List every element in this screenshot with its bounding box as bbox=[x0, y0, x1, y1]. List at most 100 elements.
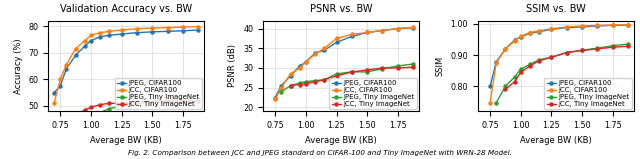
JPEG, Tiny ImageNet bbox=[624, 43, 632, 45]
JCC, CIFAR100 bbox=[311, 53, 319, 55]
JPEG, Tiny ImageNet bbox=[81, 118, 88, 120]
JCC, CIFAR100 bbox=[609, 24, 616, 26]
JPEG, CIFAR100 bbox=[179, 30, 187, 32]
JPEG, Tiny ImageNet bbox=[133, 102, 141, 104]
JPEG, CIFAR100 bbox=[579, 26, 586, 28]
JPEG, Tiny ImageNet bbox=[517, 68, 525, 70]
JPEG, Tiny ImageNet bbox=[609, 45, 616, 47]
JPEG, Tiny ImageNet bbox=[96, 112, 104, 114]
JPEG, CIFAR100 bbox=[106, 34, 113, 36]
JPEG, Tiny ImageNet bbox=[410, 63, 417, 65]
JPEG, CIFAR100 bbox=[118, 33, 125, 35]
JPEG, CIFAR100 bbox=[563, 27, 571, 28]
JCC, CIFAR100 bbox=[321, 47, 328, 49]
JPEG, Tiny ImageNet bbox=[164, 100, 172, 102]
JCC, CIFAR100 bbox=[517, 35, 525, 37]
JPEG, Tiny ImageNet bbox=[379, 68, 387, 70]
JPEG, CIFAR100 bbox=[548, 28, 556, 30]
JPEG, CIFAR100 bbox=[87, 40, 95, 42]
JCC, Tiny ImageNet bbox=[410, 66, 417, 68]
JCC, CIFAR100 bbox=[624, 24, 632, 26]
JCC, Tiny ImageNet bbox=[321, 79, 328, 81]
JCC, Tiny ImageNet bbox=[164, 100, 172, 102]
JPEG, Tiny ImageNet bbox=[548, 56, 556, 58]
JPEG, Tiny ImageNet bbox=[593, 47, 601, 49]
JCC, CIFAR100 bbox=[179, 26, 187, 28]
JCC, Tiny ImageNet bbox=[502, 88, 509, 90]
JCC, Tiny ImageNet bbox=[118, 102, 125, 104]
JPEG, Tiny ImageNet bbox=[364, 71, 371, 73]
JCC, CIFAR100 bbox=[348, 34, 356, 35]
JCC, CIFAR100 bbox=[535, 30, 543, 32]
JCC, CIFAR100 bbox=[278, 87, 285, 89]
JCC, Tiny ImageNet bbox=[526, 65, 534, 67]
JCC, CIFAR100 bbox=[164, 27, 172, 29]
Text: Fig. 2. Comparison between JCC and JPEG standard on CIFAR-100 and Tiny ImageNet : Fig. 2. Comparison between JCC and JPEG … bbox=[128, 150, 512, 156]
JPEG, CIFAR100 bbox=[593, 25, 601, 27]
Line: JPEG, CIFAR100: JPEG, CIFAR100 bbox=[52, 28, 200, 94]
JCC, Tiny ImageNet bbox=[87, 106, 95, 108]
JCC, CIFAR100 bbox=[302, 61, 310, 63]
JCC, Tiny ImageNet bbox=[179, 100, 187, 102]
JCC, CIFAR100 bbox=[511, 40, 518, 42]
JPEG, Tiny ImageNet bbox=[563, 52, 571, 53]
JCC, CIFAR100 bbox=[81, 40, 88, 42]
JCC, Tiny ImageNet bbox=[302, 83, 310, 85]
JCC, CIFAR100 bbox=[148, 27, 156, 29]
JPEG, CIFAR100 bbox=[624, 24, 632, 26]
JCC, Tiny ImageNet bbox=[133, 101, 141, 103]
X-axis label: Average BW (KB): Average BW (KB) bbox=[305, 136, 377, 145]
JPEG, CIFAR100 bbox=[296, 65, 303, 67]
JPEG, CIFAR100 bbox=[51, 92, 58, 94]
JPEG, Tiny ImageNet bbox=[148, 101, 156, 103]
JCC, CIFAR100 bbox=[593, 24, 601, 26]
JPEG, Tiny ImageNet bbox=[302, 81, 310, 83]
JPEG, Tiny ImageNet bbox=[63, 126, 70, 128]
JCC, Tiny ImageNet bbox=[106, 102, 113, 104]
JPEG, CIFAR100 bbox=[302, 61, 310, 63]
Line: JPEG, Tiny ImageNet: JPEG, Tiny ImageNet bbox=[65, 99, 200, 129]
JCC, CIFAR100 bbox=[526, 32, 534, 34]
JPEG, Tiny ImageNet bbox=[118, 105, 125, 107]
JPEG, CIFAR100 bbox=[81, 45, 88, 47]
Line: JPEG, Tiny ImageNet: JPEG, Tiny ImageNet bbox=[495, 43, 630, 104]
JPEG, Tiny ImageNet bbox=[333, 73, 340, 75]
Line: JCC, CIFAR100: JCC, CIFAR100 bbox=[52, 25, 200, 105]
JCC, CIFAR100 bbox=[63, 64, 70, 66]
JPEG, Tiny ImageNet bbox=[106, 108, 113, 110]
JPEG, CIFAR100 bbox=[526, 32, 534, 34]
JCC, Tiny ImageNet bbox=[593, 48, 601, 50]
Legend: JPEG, CIFAR100, JCC, CIFAR100, JPEG, Tiny ImageNet, JCC, Tiny ImageNet: JPEG, CIFAR100, JCC, CIFAR100, JPEG, Tin… bbox=[330, 78, 417, 109]
JPEG, CIFAR100 bbox=[486, 85, 494, 87]
Line: JPEG, Tiny ImageNet: JPEG, Tiny ImageNet bbox=[280, 62, 415, 93]
JCC, Tiny ImageNet bbox=[333, 75, 340, 77]
X-axis label: Average BW (KB): Average BW (KB) bbox=[520, 136, 591, 145]
JPEG, CIFAR100 bbox=[72, 54, 79, 56]
JPEG, CIFAR100 bbox=[511, 39, 518, 41]
JCC, Tiny ImageNet bbox=[148, 100, 156, 102]
X-axis label: Average BW (KB): Average BW (KB) bbox=[90, 136, 162, 145]
JCC, Tiny ImageNet bbox=[63, 120, 70, 122]
JPEG, CIFAR100 bbox=[502, 48, 509, 50]
JPEG, CIFAR100 bbox=[364, 31, 371, 33]
Line: JCC, CIFAR100: JCC, CIFAR100 bbox=[488, 23, 630, 104]
Line: JCC, Tiny ImageNet: JCC, Tiny ImageNet bbox=[65, 99, 200, 122]
JPEG, CIFAR100 bbox=[492, 61, 500, 63]
JPEG, Tiny ImageNet bbox=[535, 59, 543, 61]
JPEG, CIFAR100 bbox=[535, 31, 543, 33]
JPEG, CIFAR100 bbox=[394, 28, 402, 30]
JPEG, Tiny ImageNet bbox=[278, 91, 285, 93]
Y-axis label: SSIM: SSIM bbox=[436, 56, 445, 76]
JCC, CIFAR100 bbox=[56, 78, 64, 80]
JPEG, Tiny ImageNet bbox=[526, 63, 534, 65]
JCC, Tiny ImageNet bbox=[624, 45, 632, 47]
JPEG, CIFAR100 bbox=[96, 36, 104, 38]
JPEG, CIFAR100 bbox=[333, 41, 340, 43]
JCC, CIFAR100 bbox=[364, 31, 371, 33]
JCC, Tiny ImageNet bbox=[563, 52, 571, 53]
JCC, Tiny ImageNet bbox=[96, 104, 104, 106]
Line: JPEG, CIFAR100: JPEG, CIFAR100 bbox=[274, 26, 415, 99]
JCC, CIFAR100 bbox=[287, 73, 294, 75]
JCC, CIFAR100 bbox=[133, 28, 141, 30]
Line: JCC, Tiny ImageNet: JCC, Tiny ImageNet bbox=[289, 66, 415, 87]
